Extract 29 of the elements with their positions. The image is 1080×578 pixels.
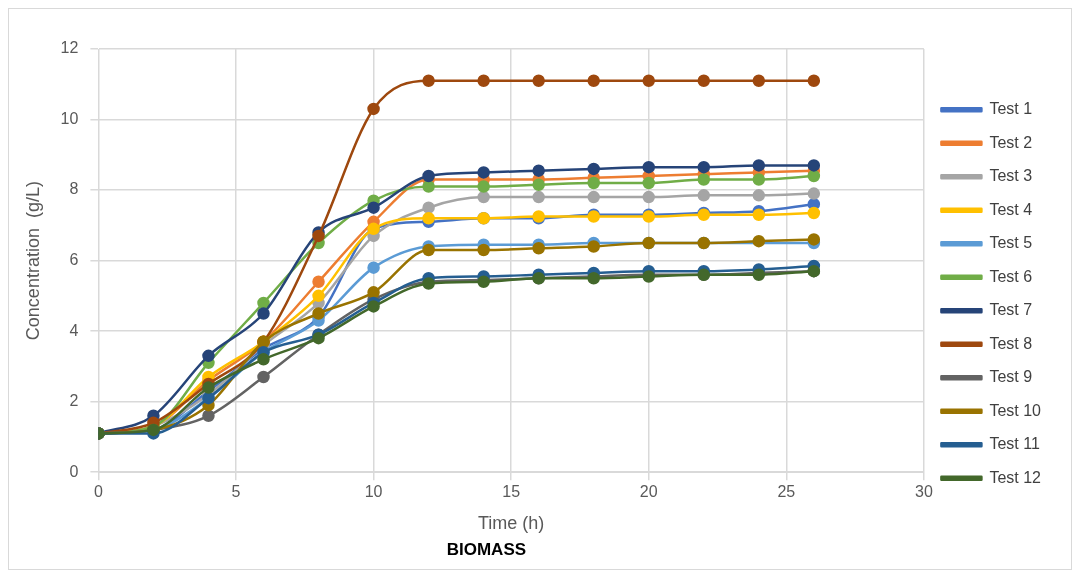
x-tick-label: 10 xyxy=(364,483,383,501)
legend-label: Test 3 xyxy=(989,167,1033,185)
y-tick-label: 2 xyxy=(69,392,79,410)
x-tick-label: 15 xyxy=(502,483,521,501)
y-tick-label: 12 xyxy=(60,39,79,57)
legend-label: Test 6 xyxy=(989,267,1033,285)
y-axis-title: Concentration (g/L) xyxy=(22,181,43,341)
legend-label: Test 9 xyxy=(989,368,1033,386)
legend-label: Test 11 xyxy=(989,435,1040,453)
text: BIOMASS xyxy=(446,540,527,559)
y-tick-label: 0 xyxy=(69,462,79,480)
y-tick-label: 8 xyxy=(69,180,79,198)
legend-label: Test 8 xyxy=(989,334,1033,352)
x-tick-label: 0 xyxy=(93,483,103,501)
legend-label: Test 12 xyxy=(989,468,1042,486)
y-tick-label: 4 xyxy=(69,321,79,339)
x-tick-label: 30 xyxy=(915,483,933,501)
legend-label: Test 1 xyxy=(989,100,1033,118)
legend-label: Test 4 xyxy=(989,200,1033,218)
legend-label: Test 2 xyxy=(989,133,1033,151)
legend-label: Test 10 xyxy=(989,401,1042,419)
x-tick-label: 20 xyxy=(639,483,658,501)
legend-label: Test 7 xyxy=(989,301,1033,319)
x-tick-label: 25 xyxy=(777,483,796,501)
x-axis-title: Time (h) xyxy=(477,513,545,534)
y-tick-label: 6 xyxy=(69,251,79,269)
x-tick-label: 5 xyxy=(231,483,241,501)
y-tick-label: 10 xyxy=(60,109,79,127)
legend-label: Test 5 xyxy=(989,234,1033,252)
